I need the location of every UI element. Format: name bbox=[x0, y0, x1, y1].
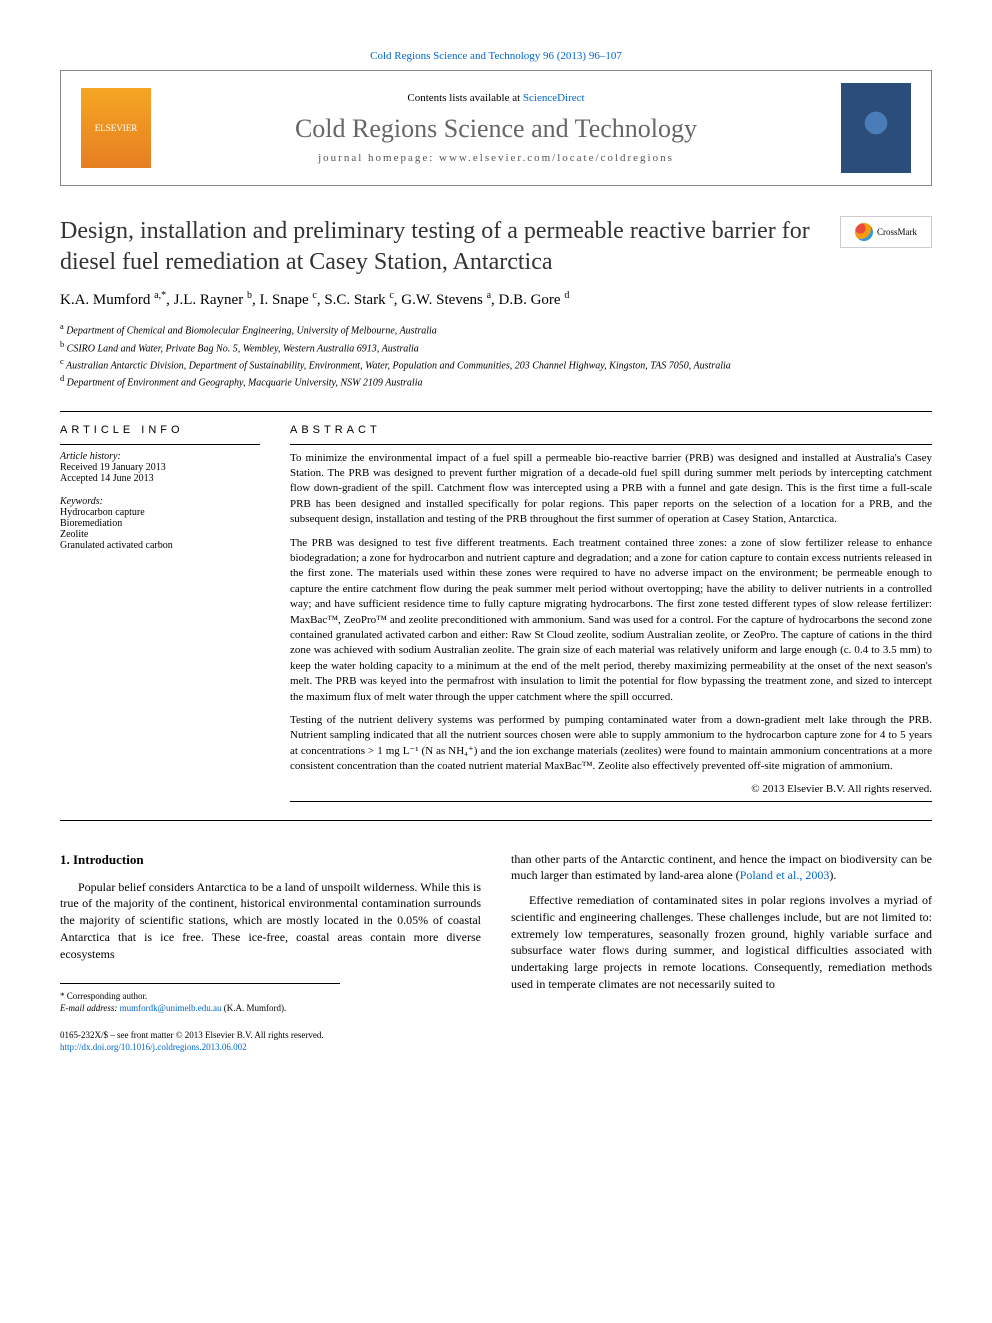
elsevier-logo: ELSEVIER bbox=[81, 88, 151, 168]
email-link[interactable]: mumfordk@unimelb.edu.au bbox=[120, 1003, 222, 1013]
authors-list: K.A. Mumford a,*, J.L. Rayner b, I. Snap… bbox=[60, 290, 932, 309]
intro-p1: Popular belief considers Antarctica to b… bbox=[60, 879, 481, 963]
journal-cover-thumbnail bbox=[841, 83, 911, 173]
crossmark-label: CrossMark bbox=[877, 227, 917, 237]
contents-prefix: Contents lists available at bbox=[407, 92, 522, 104]
history-label: Article history: bbox=[60, 451, 260, 462]
journal-name: Cold Regions Science and Technology bbox=[151, 114, 841, 144]
received-date: Received 19 January 2013 bbox=[60, 462, 260, 473]
affiliation-c: c Australian Antarctic Division, Departm… bbox=[60, 356, 932, 373]
body-left-column: 1. Introduction Popular belief considers… bbox=[60, 851, 481, 1055]
abstract-panel: ABSTRACT To minimize the environmental i… bbox=[290, 424, 932, 808]
copyright: © 2013 Elsevier B.V. All rights reserved… bbox=[290, 783, 932, 795]
affiliations: a a Department of Chemical and Biomolecu… bbox=[60, 321, 932, 390]
corresponding-author: * Corresponding author. bbox=[60, 990, 340, 1003]
intro-p1-cont: than other parts of the Antarctic contin… bbox=[511, 851, 932, 885]
sciencedirect-link[interactable]: ScienceDirect bbox=[523, 92, 585, 104]
keyword: Hydrocarbon capture bbox=[60, 507, 260, 518]
body-right-column: than other parts of the Antarctic contin… bbox=[511, 851, 932, 1055]
abstract-p3: Testing of the nutrient delivery systems… bbox=[290, 713, 932, 775]
crossmark-badge[interactable]: CrossMark bbox=[840, 216, 932, 248]
article-info-header: ARTICLE INFO bbox=[60, 424, 260, 436]
intro-p2: Effective remediation of contaminated si… bbox=[511, 892, 932, 993]
affiliation-a: a a Department of Chemical and Biomolecu… bbox=[60, 321, 932, 338]
journal-header: ELSEVIER Contents lists available at Sci… bbox=[60, 70, 932, 186]
divider bbox=[60, 411, 932, 412]
doi-link[interactable]: http://dx.doi.org/10.1016/j.coldregions.… bbox=[60, 1042, 247, 1052]
affiliation-b: b CSIRO Land and Water, Private Bag No. … bbox=[60, 339, 932, 356]
keywords-label: Keywords: bbox=[60, 496, 260, 507]
journal-homepage: journal homepage: www.elsevier.com/locat… bbox=[151, 152, 841, 164]
text: ). bbox=[829, 868, 836, 882]
email-suffix: (K.A. Mumford). bbox=[221, 1003, 286, 1013]
keyword: Bioremediation bbox=[60, 518, 260, 529]
abstract-header: ABSTRACT bbox=[290, 424, 932, 436]
page-footer: 0165-232X/$ – see front matter © 2013 El… bbox=[60, 1029, 481, 1054]
crossmark-icon bbox=[855, 223, 873, 241]
keyword: Zeolite bbox=[60, 529, 260, 540]
keyword: Granulated activated carbon bbox=[60, 540, 260, 551]
article-info-panel: ARTICLE INFO Article history: Received 1… bbox=[60, 424, 260, 808]
journal-citation[interactable]: Cold Regions Science and Technology 96 (… bbox=[60, 50, 932, 62]
abstract-p1: To minimize the environmental impact of … bbox=[290, 451, 932, 528]
abstract-p2: The PRB was designed to test five differ… bbox=[290, 536, 932, 705]
divider bbox=[60, 820, 932, 821]
reference-link[interactable]: Poland et al., 2003 bbox=[740, 868, 830, 882]
contents-list-label: Contents lists available at ScienceDirec… bbox=[151, 92, 841, 104]
affiliation-d: d Department of Environment and Geograph… bbox=[60, 373, 932, 390]
accepted-date: Accepted 14 June 2013 bbox=[60, 473, 260, 484]
front-matter: 0165-232X/$ – see front matter © 2013 El… bbox=[60, 1029, 481, 1042]
intro-heading: 1. Introduction bbox=[60, 851, 481, 869]
email-label: E-mail address: bbox=[60, 1003, 120, 1013]
text: than other parts of the Antarctic contin… bbox=[511, 852, 932, 883]
footer-notes: * Corresponding author. E-mail address: … bbox=[60, 983, 340, 1015]
article-title: Design, installation and preliminary tes… bbox=[60, 216, 820, 278]
